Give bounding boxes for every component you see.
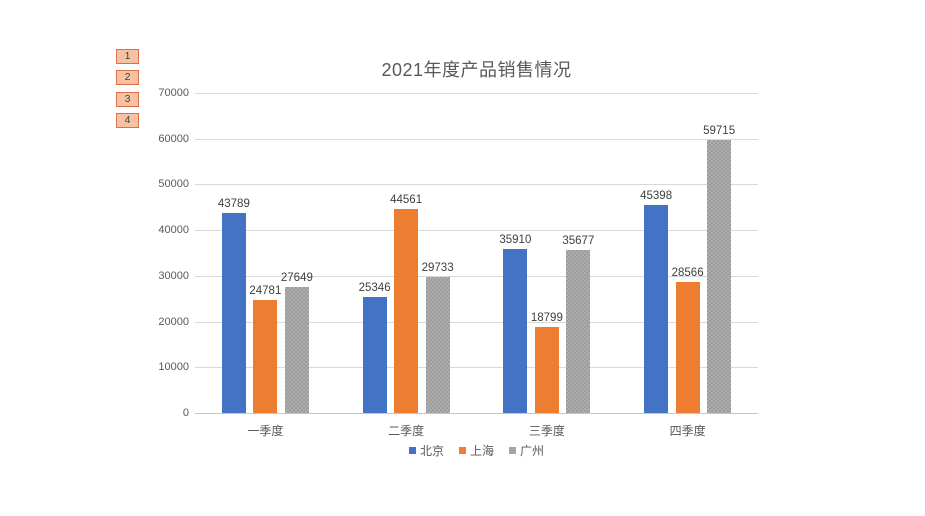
bar-shanghai-q1[interactable] [253, 299, 278, 413]
x-axis-label-q3: 三季度 [528, 424, 565, 438]
y-axis-label-60000: 60000 [158, 132, 189, 145]
y-axis-label-40000: 40000 [158, 224, 189, 237]
gridline-20000 [195, 321, 758, 323]
data-label-beijing-q4: 45398 [640, 190, 673, 203]
y-axis-label-20000: 20000 [158, 315, 189, 328]
data-label-guangzhou-q2: 29733 [421, 262, 454, 275]
gridline-30000 [195, 275, 758, 277]
outline-level-button-2[interactable]: 2 [116, 70, 139, 85]
data-label-beijing-q3: 35910 [499, 233, 532, 246]
data-label-guangzhou-q4: 59715 [703, 125, 736, 138]
outline-level-button-1[interactable]: 1 [116, 49, 139, 64]
gridline-60000 [195, 138, 758, 140]
data-label-shanghai-q2: 44561 [390, 194, 423, 207]
y-axis-label-70000: 70000 [158, 87, 189, 99]
x-axis-label-q4: 四季度 [669, 424, 706, 438]
gridline-40000 [195, 230, 758, 232]
bar-guangzhou-q3[interactable] [566, 249, 591, 413]
x-axis-label-q1: 一季度 [247, 424, 284, 438]
legend-label-shanghai: 上海 [469, 443, 494, 458]
plot-area: 0 10000 20000 30000 40000 50000 60000 70000 一季度 4… [158, 87, 758, 438]
bar-beijing-q3[interactable] [503, 248, 528, 413]
x-axis-label-q2: 二季度 [388, 424, 425, 438]
legend-item-beijing[interactable]: 北京 [408, 442, 444, 459]
y-axis-label-0: 0 [182, 407, 189, 419]
data-label-guangzhou-q1: 27649 [280, 271, 313, 284]
gridline-10000 [195, 367, 758, 369]
bar-beijing-q1[interactable] [221, 212, 246, 413]
bar-shanghai-q2[interactable] [394, 209, 419, 413]
bar-beijing-q4[interactable] [644, 205, 669, 413]
data-label-guangzhou-q3: 35677 [562, 234, 595, 247]
legend-item-guangzhou[interactable]: 广州 [509, 442, 544, 459]
chart-title: 2021年度产品销售情况 [381, 60, 572, 80]
y-axis-label-10000: 10000 [158, 361, 189, 374]
gridline-70000 [195, 93, 758, 94]
outline-level-button-3[interactable]: 3 [116, 92, 139, 107]
y-axis-label-30000: 30000 [158, 269, 189, 282]
bar-guangzhou-q4[interactable] [707, 140, 732, 413]
chart-legend: 北京 上海 广州 [195, 442, 758, 458]
bar-shanghai-q4[interactable] [675, 282, 700, 413]
data-label-shanghai-q4: 28566 [671, 267, 704, 280]
outline-level-button-4[interactable]: 4 [116, 113, 139, 128]
bar-shanghai-q3[interactable] [534, 327, 559, 413]
legend-swatch-beijing [408, 446, 416, 454]
legend-label-beijing: 北京 [419, 443, 444, 458]
bar-beijing-q2[interactable] [362, 297, 387, 413]
bar-guangzhou-q2[interactable] [425, 277, 450, 413]
legend-swatch-guangzhou [509, 446, 516, 454]
legend-swatch-shanghai [458, 446, 466, 454]
bar-guangzhou-q1[interactable] [284, 286, 309, 413]
data-label-beijing-q1: 43789 [217, 197, 250, 210]
y-axis-label-50000: 50000 [158, 178, 189, 191]
data-label-shanghai-q3: 18799 [530, 312, 563, 325]
data-label-shanghai-q1: 24781 [249, 284, 282, 297]
data-label-beijing-q2: 25346 [358, 282, 391, 295]
gridline-50000 [195, 184, 758, 186]
x-axis-line [195, 413, 758, 414]
legend-item-shanghai[interactable]: 上海 [458, 442, 494, 459]
legend-label-guangzhou: 广州 [520, 443, 545, 458]
